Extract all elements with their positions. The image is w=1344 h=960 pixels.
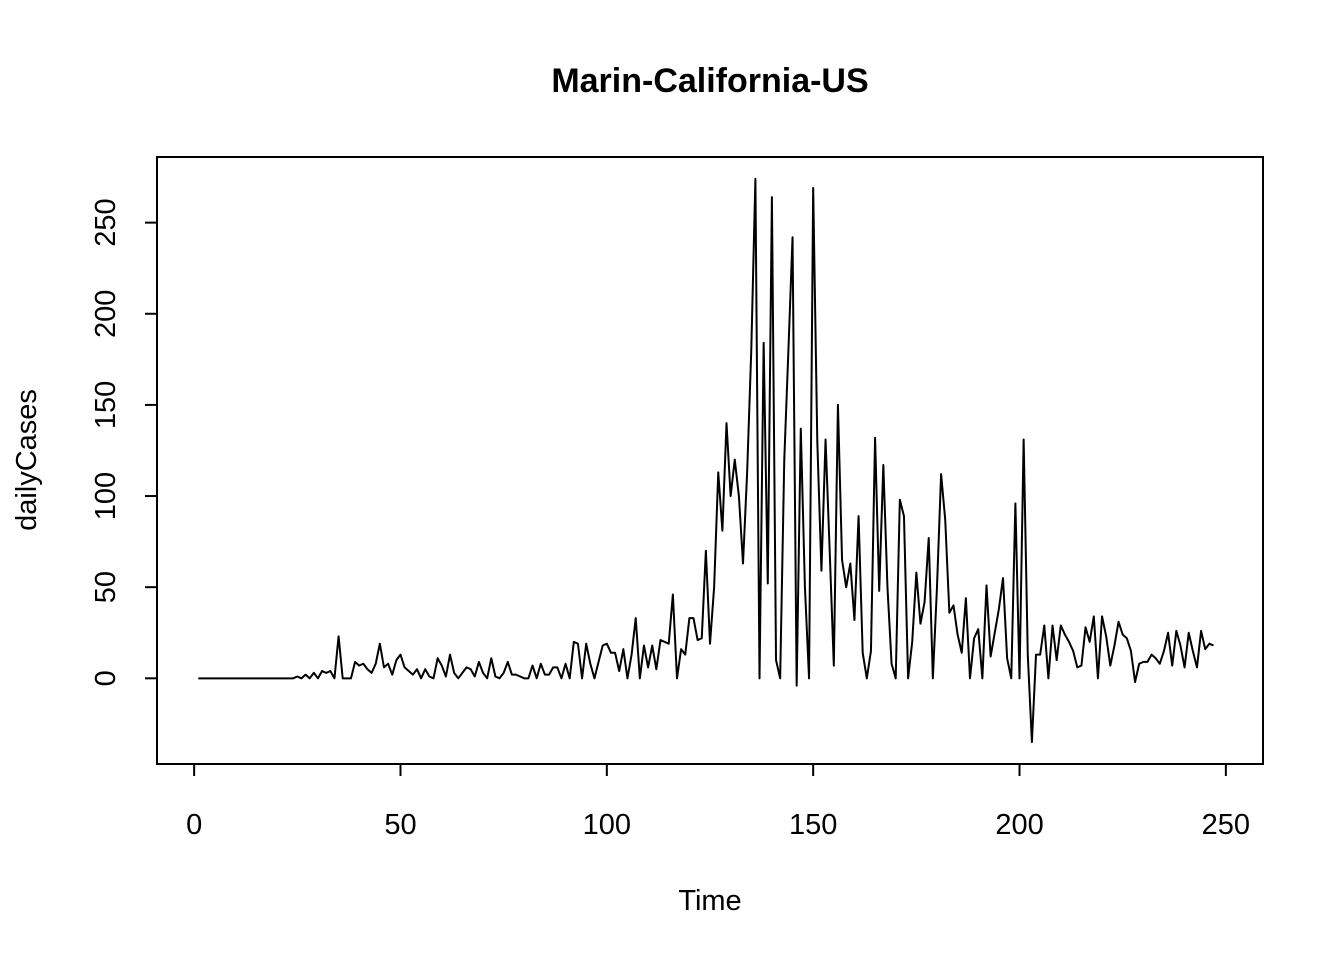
x-tick-label: 0 [186, 809, 202, 841]
y-axis: 0 50 100 150 200 250 [90, 198, 158, 686]
x-tick-label: 200 [995, 809, 1043, 841]
x-axis-label: Time [678, 885, 741, 917]
y-tick-label: 0 [90, 670, 122, 686]
series-line-0 [198, 177, 1214, 744]
y-axis-label: dailyCases [11, 389, 43, 531]
x-tick-label: 50 [384, 809, 416, 841]
y-tick-label: 150 [90, 381, 122, 429]
y-tick-label: 50 [90, 571, 122, 603]
chart-title: Marin-California-US [551, 62, 868, 100]
x-tick-label: 100 [583, 809, 631, 841]
x-tick-label: 150 [789, 809, 837, 841]
x-tick-label: 250 [1202, 809, 1250, 841]
x-axis: 0 50 100 150 200 250 [186, 763, 1250, 841]
series-group [198, 177, 1214, 744]
y-tick-label: 200 [90, 290, 122, 338]
y-tick-label: 250 [90, 198, 122, 246]
y-tick-label: 100 [90, 472, 122, 520]
